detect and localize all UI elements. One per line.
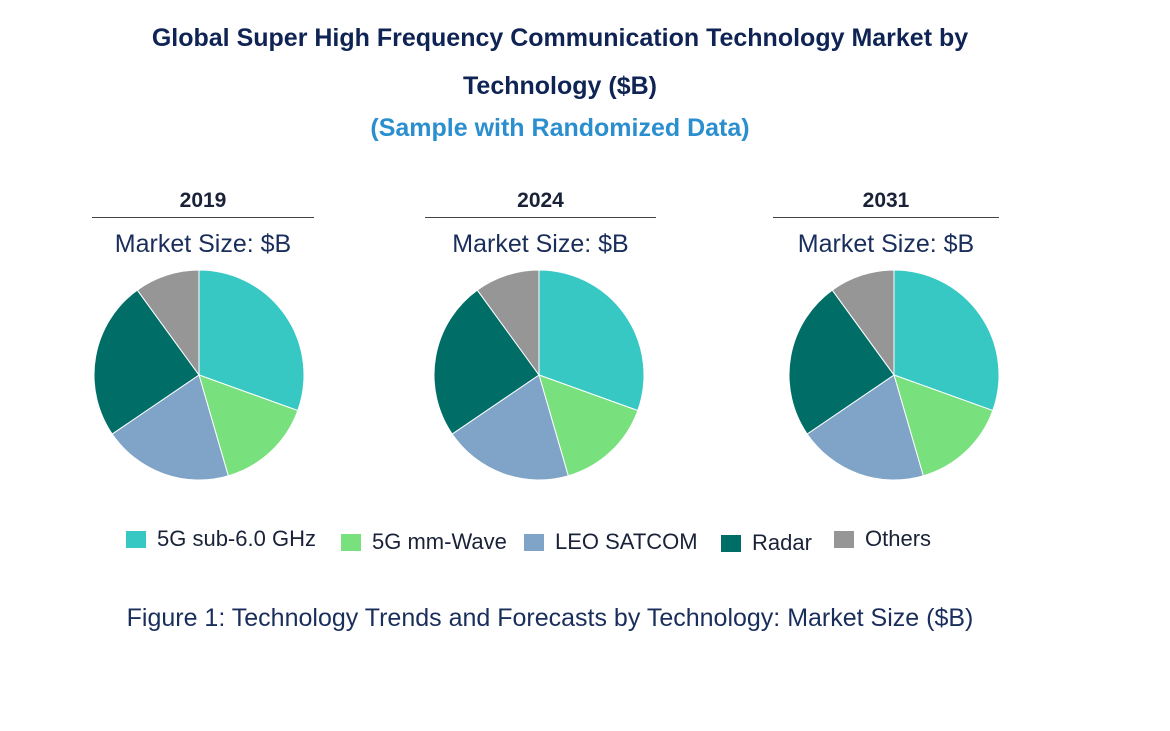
chart-title: Global Super High Frequency Communicatio… [0,14,1120,110]
legend-label: 5G sub-6.0 GHz [157,526,316,551]
pie-slice-others [831,269,895,377]
market-size-label: Market Size: $B [797,230,975,258]
legend-item-5g-mmwave: 5G mm-Wave [341,529,507,555]
pie-slice-5g-mm-wave [893,374,994,477]
legend-swatch [834,530,854,548]
legend-label: 5G mm-Wave [372,529,507,554]
legend-item-leo-satcom: LEO SATCOM [524,529,698,555]
pie-slice-5g-mm-wave [198,374,299,477]
legend-swatch [341,533,361,551]
panel-year: 2031 [773,185,999,218]
legend-swatch [126,530,146,548]
legend-swatch [721,534,741,552]
legend-item-others: Others [834,526,931,552]
pie-slice-5g-sub-6-0-ghz [538,269,645,412]
pie-chart-2031 [788,269,1000,481]
legend-item-5g-sub6: 5G sub-6.0 GHz [126,526,316,552]
pie-slice-others [136,269,200,377]
panel-year: 2024 [425,185,656,218]
panel-2019: 2019 Market Size: $B [92,185,314,262]
panel-2024: 2024 Market Size: $B [425,185,656,262]
legend-swatch [524,533,544,551]
pie-chart-2019 [93,269,305,481]
title-line-2: Technology ($B) [463,72,657,100]
pie-slice-5g-sub-6-0-ghz [198,269,305,412]
panel-2031: 2031 Market Size: $B [773,185,999,262]
pie-slice-5g-sub-6-0-ghz [893,269,1000,412]
legend-item-radar: Radar [721,530,812,556]
pie-slice-radar [788,289,895,435]
pie-chart-2024 [433,269,645,481]
legend-label: Others [865,526,932,551]
figure-caption: Figure 1: Technology Trends and Forecast… [126,604,974,632]
panel-year: 2019 [92,185,314,218]
market-size-label: Market Size: $B [114,230,292,258]
market-size-label: Market Size: $B [452,230,629,258]
pie-slice-leo-satcom [806,374,924,481]
chart-subtitle: (Sample with Randomized Data) [370,114,750,142]
pie-slice-radar [433,289,540,435]
pie-slice-5g-mm-wave [538,374,639,477]
pie-slice-leo-satcom [451,374,569,481]
legend-label: Radar [752,530,812,555]
pie-slice-radar [93,289,200,435]
pie-slice-leo-satcom [111,374,229,481]
title-line-1: Global Super High Frequency Communicatio… [151,24,969,52]
pie-slice-others [476,269,540,377]
legend-label: LEO SATCOM [555,529,698,554]
